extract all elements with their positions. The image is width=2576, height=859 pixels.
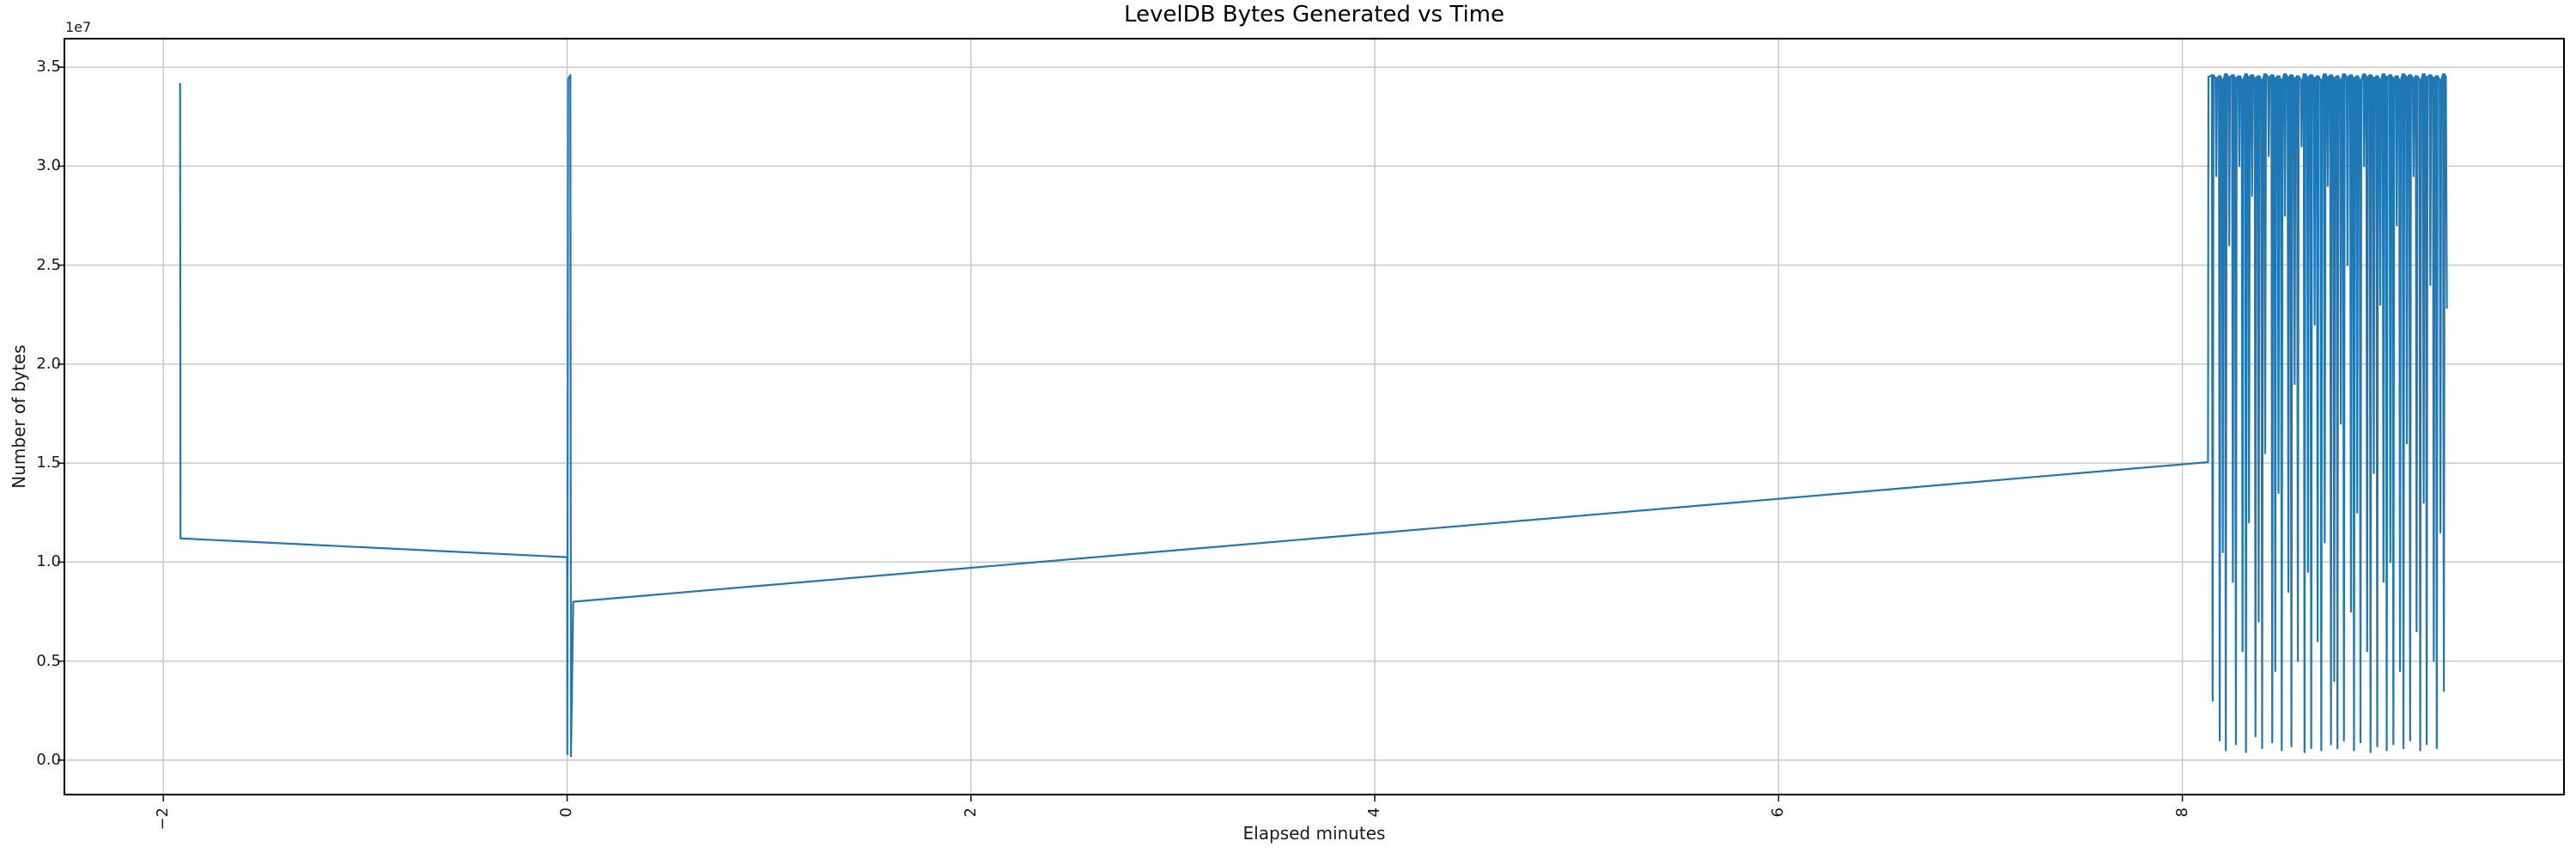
tick-marks <box>58 66 2184 801</box>
y-tick-label: 2.0 <box>36 354 61 373</box>
data-line <box>179 73 2448 758</box>
y-axis-offset-label: 1e7 <box>65 19 92 35</box>
x-tick-label: 8 <box>2172 807 2191 818</box>
y-tick-label: 0.5 <box>36 651 61 670</box>
x-tick-label: 2 <box>961 807 980 818</box>
chart-title: LevelDB Bytes Generated vs Time <box>1123 2 1504 27</box>
gridlines <box>64 39 2564 795</box>
plot-border <box>64 38 2565 795</box>
x-tick-label: 4 <box>1365 807 1384 818</box>
x-axis-label: Elapsed minutes <box>1242 823 1386 844</box>
y-tick-label: 3.5 <box>36 58 61 76</box>
y-tick-label: 1.5 <box>36 454 61 472</box>
y-tick-label: 3.0 <box>36 156 61 175</box>
y-tick-label: 1.0 <box>36 552 61 571</box>
y-tick-label: 0.0 <box>36 750 61 769</box>
y-tick-label: 2.5 <box>36 255 61 274</box>
x-tick-label: 0 <box>557 807 576 818</box>
x-tick-label: 6 <box>1769 807 1788 818</box>
x-tick-label: −2 <box>154 807 173 831</box>
